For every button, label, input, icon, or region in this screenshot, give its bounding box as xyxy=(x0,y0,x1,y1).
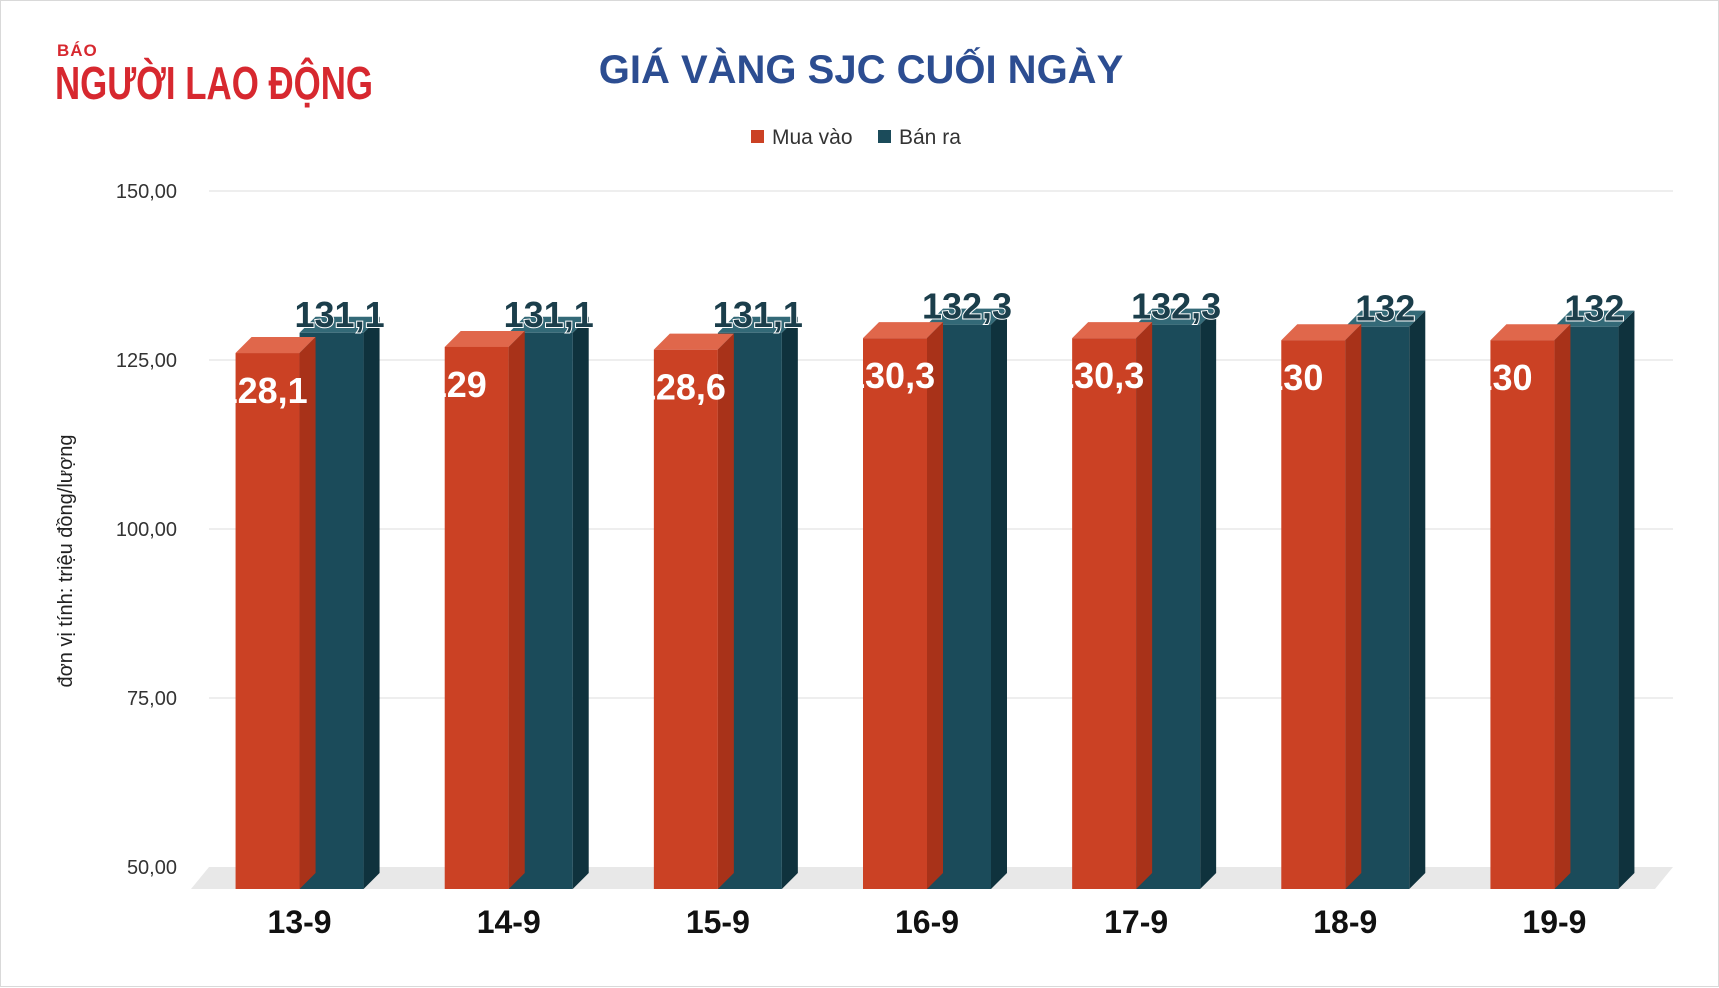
y-tick-label: 75,00 xyxy=(127,688,177,710)
logo-big-text: NGƯỜI LAO ĐỘNG xyxy=(55,57,373,109)
bar-buy xyxy=(1072,322,1153,889)
legend-swatch-buy xyxy=(751,130,764,143)
y-axis-ticks: 50,00 75,00 100,00 125,00 150,00 xyxy=(116,181,177,879)
bar-side-face xyxy=(1200,308,1217,890)
bar-top-face xyxy=(1345,310,1426,327)
bar-side-face xyxy=(781,316,798,889)
bar-front-face xyxy=(653,349,718,889)
bar-top-face xyxy=(1281,324,1362,341)
bar-top-face xyxy=(299,316,380,333)
bar-top-face xyxy=(1136,308,1217,325)
bar-buy xyxy=(444,330,525,890)
data-label-buy: 130,3 xyxy=(1054,355,1144,396)
data-labels: 128,1 131,1 129 131,1 128,6 131,1 130,3 132,3 13… xyxy=(218,285,1626,411)
bar-front-face xyxy=(1281,340,1346,889)
bars xyxy=(235,308,1635,890)
data-label-sell: 132,3 xyxy=(922,286,1012,327)
data-label-sell: 132 xyxy=(1564,288,1624,329)
bar-front-face xyxy=(1490,340,1555,889)
bar-top-face xyxy=(1554,310,1635,327)
bar-top-face xyxy=(653,333,734,350)
x-tick-label: 16-9 xyxy=(895,904,959,940)
bar-side-face xyxy=(1618,310,1635,889)
bar-side-face xyxy=(363,316,380,889)
data-label-buy: 128,1 xyxy=(218,370,308,411)
data-label-sell: 131,1 xyxy=(295,294,385,335)
data-label-buy: 130,3 xyxy=(845,355,935,396)
data-label-buy: 128,6 xyxy=(636,367,726,408)
bar-buy xyxy=(1490,324,1571,889)
data-label-buy: 129 xyxy=(427,364,487,405)
bar-side-face xyxy=(299,337,316,889)
y-tick-label: 100,00 xyxy=(116,519,177,541)
bar-side-face xyxy=(1345,324,1362,889)
bar-side-face xyxy=(927,322,943,889)
bar-top-face xyxy=(235,337,316,354)
legend-label-sell: Bán ra xyxy=(899,126,961,149)
bar-side-face xyxy=(991,308,1007,890)
x-tick-label: 19-9 xyxy=(1522,904,1586,940)
bar-top-face xyxy=(444,330,525,347)
y-tick-label: 150,00 xyxy=(116,181,177,203)
bar-top-face xyxy=(508,316,589,333)
data-label-sell: 131,1 xyxy=(713,294,803,335)
x-tick-label: 18-9 xyxy=(1313,904,1377,940)
bar-top-face xyxy=(863,322,943,339)
chart-legend: Mua vào Bán ra xyxy=(751,126,961,149)
y-axis-title: đơn vị tính: triệu đồng/lượng xyxy=(55,434,77,687)
bar-side-face xyxy=(1136,322,1153,889)
bar-buy xyxy=(1281,324,1362,889)
bar-side-face xyxy=(1554,324,1571,889)
legend-swatch-sell xyxy=(878,130,891,143)
bar-buy xyxy=(235,337,316,889)
bar-top-face xyxy=(717,316,798,333)
bar-buy xyxy=(653,333,734,889)
x-tick-label: 13-9 xyxy=(268,904,332,940)
data-label-sell: 132 xyxy=(1355,288,1415,329)
bar-side-face xyxy=(508,330,525,890)
bar-front-face xyxy=(1072,338,1137,889)
x-tick-label: 14-9 xyxy=(477,904,541,940)
bar-front-face xyxy=(444,346,509,890)
data-label-sell: 132,3 xyxy=(1131,286,1221,327)
bar-side-face xyxy=(1409,310,1426,889)
chart-title: GIÁ VÀNG SJC CUỐI NGÀY xyxy=(599,46,1124,92)
legend-label-buy: Mua vào xyxy=(772,126,853,149)
bar-front-face xyxy=(863,338,927,889)
y-tick-label: 50,00 xyxy=(127,857,177,879)
bar-side-face xyxy=(572,316,589,889)
bar-top-face xyxy=(1072,322,1153,339)
data-label-buy: 130 xyxy=(1472,357,1532,398)
data-label-sell: 131,1 xyxy=(504,294,594,335)
x-tick-label: 17-9 xyxy=(1104,904,1168,940)
logo-small-text: BÁO xyxy=(57,41,98,60)
bar-side-face xyxy=(717,333,734,889)
bar-front-face xyxy=(235,353,300,889)
bar-buy xyxy=(863,322,943,889)
bar-top-face xyxy=(1490,324,1571,341)
newspaper-logo: BÁO NGƯỜI LAO ĐỘNG xyxy=(55,41,373,109)
x-axis-ticks: 13-9 14-9 15-9 16-9 17-9 18-9 19-9 xyxy=(268,904,1587,940)
data-label-buy: 130 xyxy=(1263,357,1323,398)
bar-top-face xyxy=(927,308,1007,325)
x-tick-label: 15-9 xyxy=(686,904,750,940)
y-tick-label: 125,00 xyxy=(116,350,177,372)
